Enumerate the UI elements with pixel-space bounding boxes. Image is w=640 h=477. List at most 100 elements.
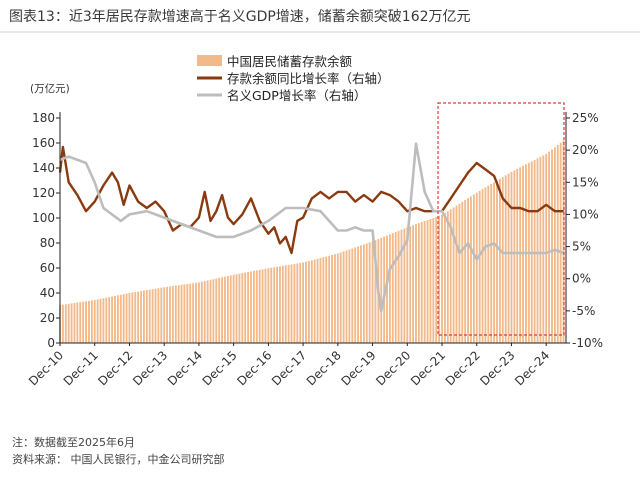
bar — [510, 171, 513, 344]
bar — [394, 231, 397, 343]
bar — [218, 277, 221, 343]
data-note: 注：数据截至2025年6月 — [12, 436, 135, 449]
bar — [351, 248, 354, 343]
left-axis-unit: (万亿元) — [30, 82, 70, 95]
bar — [279, 266, 281, 343]
bar — [328, 255, 331, 343]
bar — [539, 156, 542, 343]
bar — [177, 285, 180, 343]
bar — [270, 267, 273, 343]
bar — [102, 298, 105, 343]
bar — [556, 144, 559, 343]
bar — [67, 303, 70, 343]
bar — [467, 198, 469, 343]
bar — [357, 246, 360, 343]
bar — [96, 299, 99, 343]
left-axis-tick-label: 20 — [40, 311, 55, 325]
bar — [417, 223, 420, 343]
bar — [438, 215, 441, 343]
bar — [296, 263, 299, 343]
bar — [252, 270, 255, 343]
bar — [551, 149, 553, 343]
bar — [108, 297, 111, 343]
bar — [154, 288, 157, 343]
bar — [116, 295, 119, 343]
bar — [449, 209, 452, 343]
left-axis-tick-label: 0 — [47, 336, 55, 350]
bar — [426, 220, 429, 343]
left-axis-tick-label: 160 — [32, 136, 55, 150]
bar — [464, 200, 467, 343]
bar — [105, 297, 108, 343]
bar — [446, 211, 449, 343]
x-tick-label: Dec-15 — [200, 348, 240, 388]
bar — [166, 286, 168, 343]
bar — [186, 284, 189, 343]
bar — [171, 286, 174, 343]
bar — [348, 249, 351, 343]
bar — [255, 270, 258, 343]
bar — [244, 272, 247, 343]
bar — [548, 151, 551, 343]
bar — [284, 265, 287, 344]
bar — [128, 293, 131, 343]
bar — [192, 283, 195, 343]
bar — [238, 273, 241, 343]
right-axis-tick-label: 5% — [572, 240, 591, 254]
bar — [504, 175, 507, 343]
bar — [455, 205, 458, 343]
right-axis-tick-label: 25% — [572, 111, 599, 125]
bar — [247, 272, 250, 343]
bar — [163, 287, 166, 343]
x-tick-label: Dec-24 — [512, 348, 552, 388]
x-tick-label: Dec-19 — [338, 348, 378, 388]
bar — [307, 261, 310, 343]
savings-chart: 0 20 40 60 80 100 120 140 160 180 (万亿元) -10% -5% 0% 5%… — [26, 54, 603, 388]
bar — [258, 269, 261, 344]
bar — [169, 286, 171, 343]
bar — [215, 278, 218, 343]
bar — [276, 266, 278, 343]
bar — [61, 304, 64, 343]
bar — [553, 147, 556, 343]
bar — [533, 159, 536, 343]
bar — [484, 187, 487, 343]
bar — [325, 256, 328, 343]
bar — [302, 262, 305, 343]
x-tick-label: Dec-20 — [373, 348, 413, 388]
deposit-growth-line — [58, 145, 564, 255]
bar — [299, 262, 302, 343]
bar — [64, 304, 67, 343]
legend-swatch-bar — [197, 55, 222, 66]
bar — [461, 201, 464, 343]
bar — [189, 283, 192, 343]
bar — [354, 247, 357, 343]
bar — [88, 300, 90, 343]
bar — [122, 294, 125, 343]
bar — [114, 295, 116, 343]
bar — [516, 168, 519, 343]
bar — [443, 213, 446, 343]
x-tick-label: Dec-22 — [443, 348, 483, 388]
bar — [209, 279, 212, 343]
bar — [559, 142, 562, 343]
bar — [287, 264, 290, 343]
bar — [310, 260, 313, 343]
bar — [371, 241, 374, 344]
bar — [206, 280, 209, 343]
left-axis-tick-label: 40 — [40, 286, 55, 300]
bar — [232, 274, 235, 343]
source-note: 资料来源： 中国人民银行，中金公司研究部 — [12, 453, 225, 466]
right-axis-tick-label: 0% — [572, 272, 591, 286]
bar — [151, 289, 154, 343]
bar — [235, 274, 238, 343]
bar — [195, 282, 197, 343]
bar — [360, 245, 362, 343]
x-tick-label: Dec-21 — [408, 348, 448, 388]
legend-label: 中国居民储蓄存款余额 — [227, 54, 353, 69]
bar — [513, 170, 516, 343]
right-axis-tick-label: 10% — [572, 207, 599, 221]
bar — [493, 182, 496, 343]
bar — [290, 264, 293, 343]
bar — [435, 216, 438, 343]
